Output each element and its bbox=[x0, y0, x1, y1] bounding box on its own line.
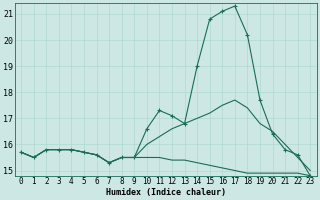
X-axis label: Humidex (Indice chaleur): Humidex (Indice chaleur) bbox=[106, 188, 226, 197]
